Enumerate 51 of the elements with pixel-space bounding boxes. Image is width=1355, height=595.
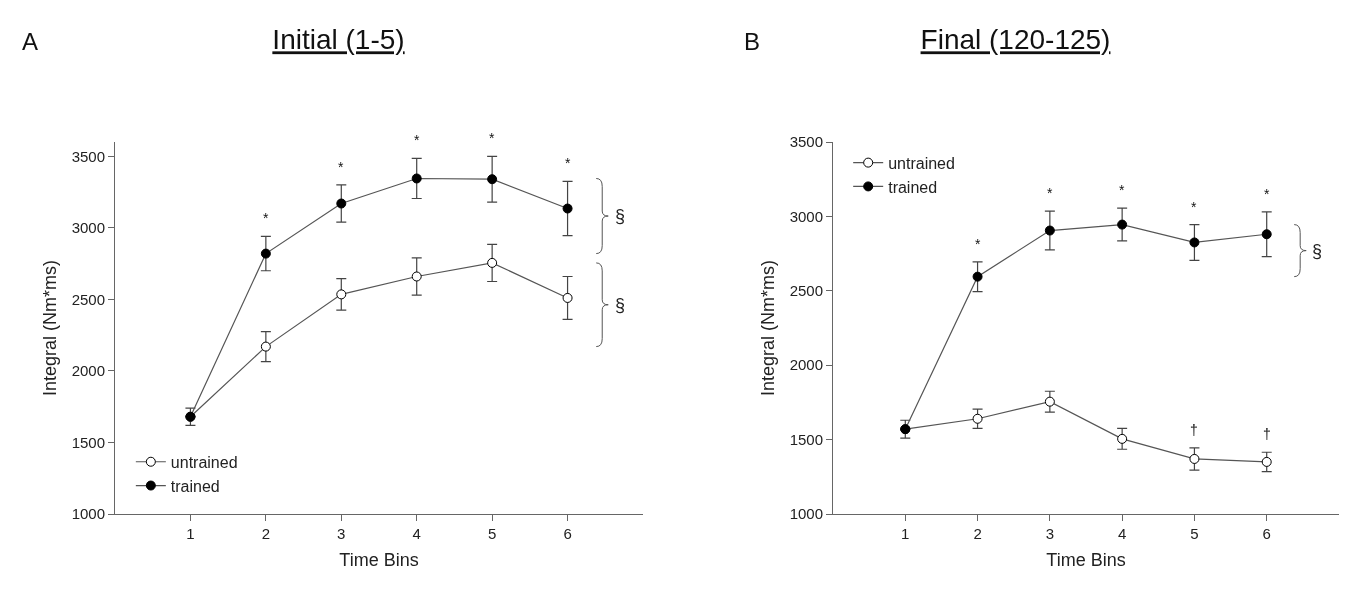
x-tick-label: 4 — [412, 525, 421, 542]
legend-label: trained — [170, 477, 220, 495]
y-tick-label: 1500 — [71, 433, 105, 451]
y-tick-label: 2500 — [789, 282, 823, 300]
y-tick-label: 1500 — [789, 430, 823, 448]
x-tick-label: 1 — [901, 525, 910, 542]
x-tick-label: 5 — [487, 525, 497, 542]
data-label: * — [1191, 199, 1197, 215]
y-axis-title: Integral (Nm*ms) — [39, 259, 60, 397]
annotation: § — [615, 206, 626, 226]
x-axis-title: Time Bins — [339, 550, 419, 571]
data-label: * — [1119, 182, 1125, 198]
text: B — [744, 28, 761, 55]
y-tick-label: 3000 — [789, 207, 823, 225]
data-label: † — [1263, 426, 1271, 442]
y-tick-label: 1000 — [71, 505, 105, 523]
x-tick-label: 6 — [563, 525, 572, 542]
x-tick-label: 2 — [261, 525, 271, 542]
annotation: § — [615, 295, 626, 315]
y-tick-label: 3500 — [789, 133, 823, 151]
x-tick-label: 3 — [337, 525, 346, 542]
data-label: * — [1264, 186, 1270, 202]
data-label: * — [414, 132, 420, 148]
legend-label: untrained — [170, 453, 238, 471]
data-label: * — [338, 159, 344, 175]
x-tick-label: 2 — [973, 525, 982, 542]
y-tick-label: 2500 — [71, 290, 105, 308]
x-tick-label: 5 — [1190, 525, 1199, 542]
x-tick-label: 3 — [1045, 525, 1055, 542]
x-tick-label: 1 — [186, 525, 195, 542]
data-label: * — [975, 236, 981, 252]
y-tick-label: 1000 — [789, 505, 823, 523]
x-axis-title: Time Bins — [1046, 550, 1126, 571]
y-axis-title: Integral (Nm*ms) — [757, 259, 778, 397]
data-label: * — [489, 130, 495, 146]
data-label: * — [263, 210, 269, 226]
data-label: † — [1190, 422, 1198, 438]
y-tick-label: 2000 — [71, 362, 105, 380]
text: A — [22, 28, 39, 55]
chart-title: Final (120-125) — [920, 24, 1111, 56]
legend-label: trained — [888, 178, 938, 196]
y-tick-label: 3500 — [71, 147, 105, 165]
data-label: * — [1047, 185, 1053, 201]
x-tick-label: 4 — [1117, 525, 1127, 542]
data-label: * — [565, 155, 571, 171]
chart-title: Initial (1-5) — [272, 24, 405, 56]
y-tick-label: 3000 — [71, 219, 105, 237]
legend-label: untrained — [888, 154, 955, 172]
x-tick-label: 6 — [1262, 525, 1271, 542]
y-tick-label: 2000 — [789, 356, 823, 374]
annotation: § — [1312, 241, 1323, 261]
